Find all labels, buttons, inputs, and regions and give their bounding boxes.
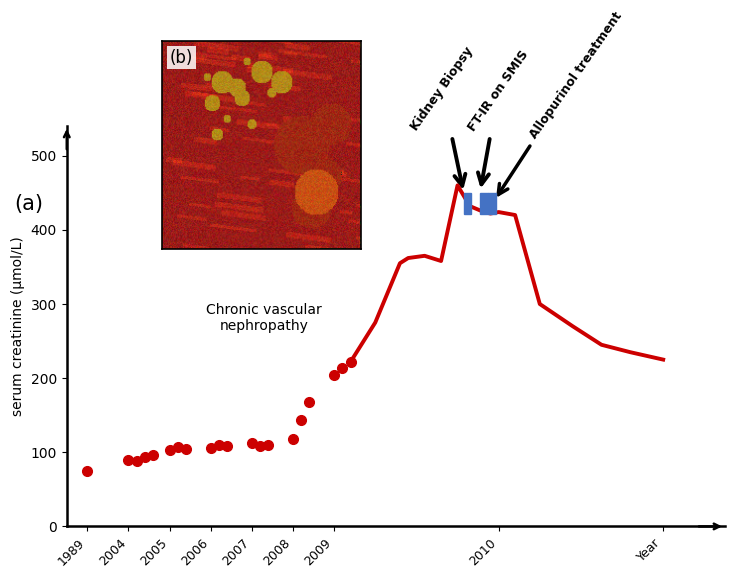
Text: (b): (b) <box>170 49 194 67</box>
Bar <box>464 193 471 214</box>
Y-axis label: serum creatinine (µmol/L): serum creatinine (µmol/L) <box>11 236 25 416</box>
Text: FT-IR on SMIS: FT-IR on SMIS <box>466 48 531 184</box>
Text: Chronic vascular
nephropathy: Chronic vascular nephropathy <box>206 303 322 334</box>
Text: (a): (a) <box>14 194 43 214</box>
Text: Kidney Biopsy: Kidney Biopsy <box>408 45 475 186</box>
Bar <box>480 193 487 214</box>
Bar <box>489 193 496 214</box>
Text: Allopurinol treatment: Allopurinol treatment <box>498 9 625 195</box>
